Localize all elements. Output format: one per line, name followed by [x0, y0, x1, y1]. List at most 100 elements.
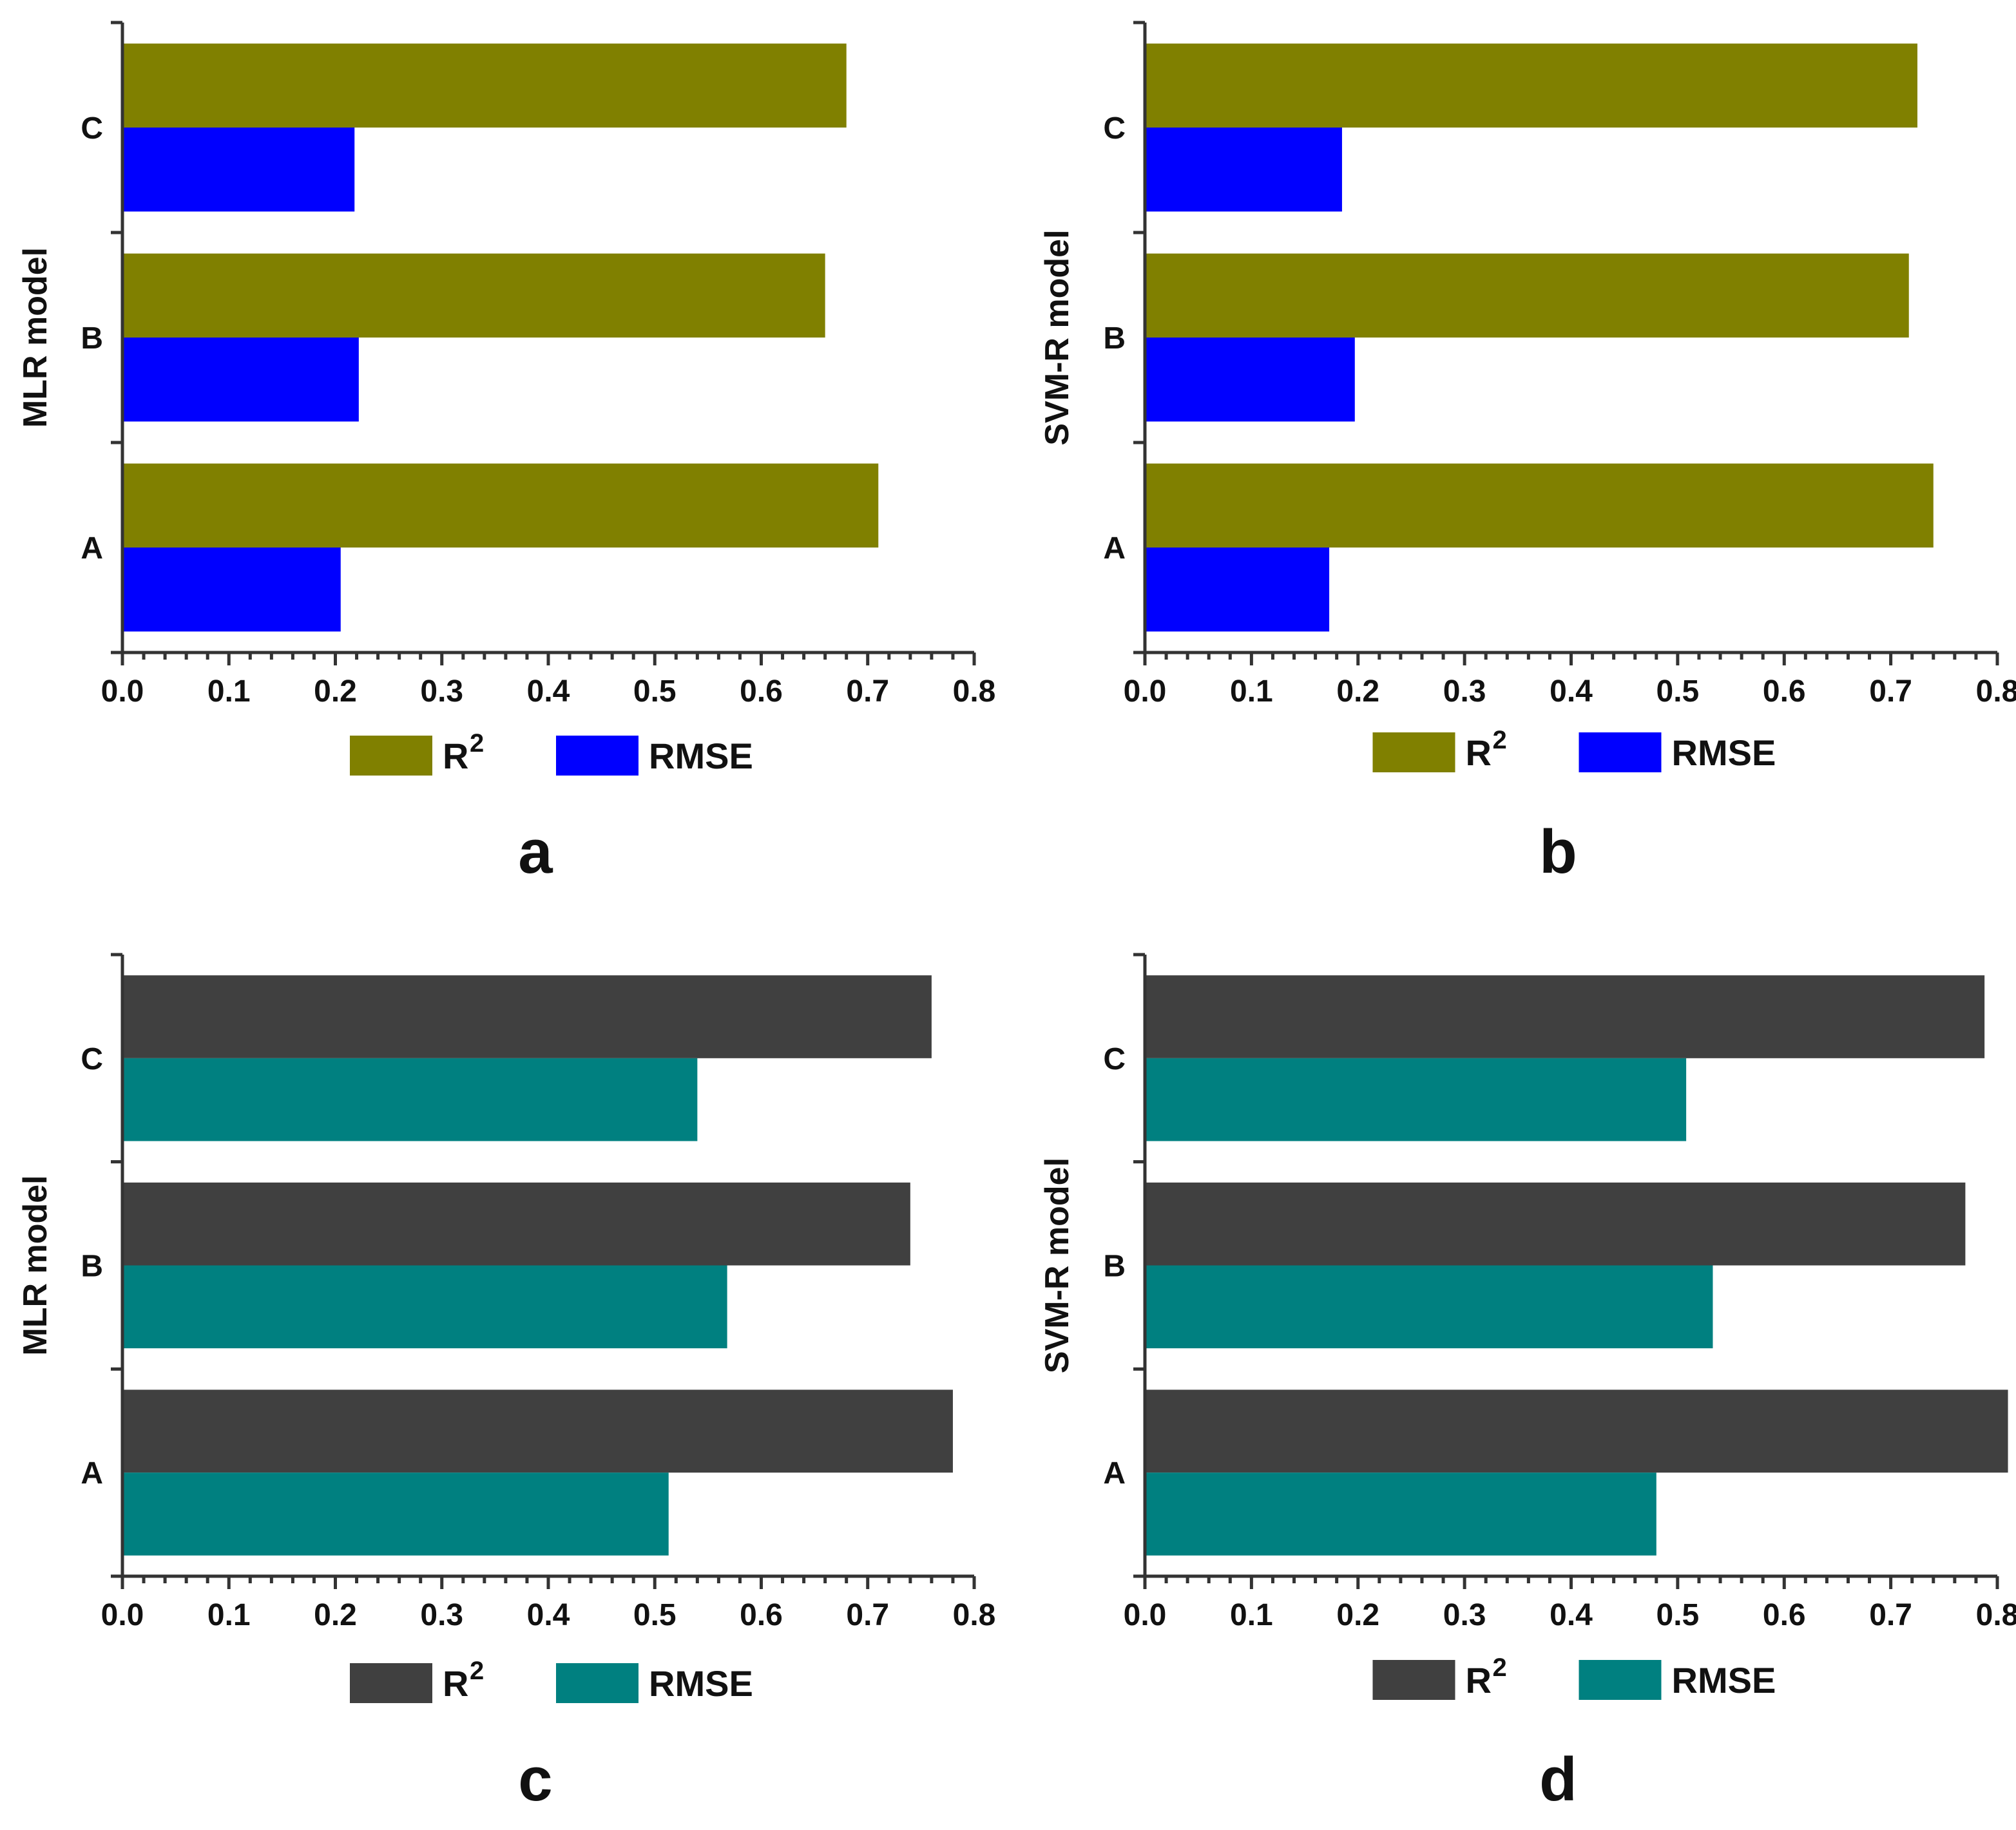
category-label-b: B — [1103, 1250, 1126, 1284]
chart-panel-a: A B C 0.0 0.1 0.2 0.3 0.4 0.5 0.6 0.7 0.8 MLR model R… — [17, 21, 996, 886]
legend-label-rmse: RMSE — [649, 736, 753, 776]
x-tick-label: 0.2 — [314, 674, 357, 709]
legend-swatch-r2 — [350, 736, 432, 776]
legend-label-rmse: RMSE — [1672, 1660, 1776, 1701]
chart-panel-c: A B C 0.0 0.1 0.2 0.3 0.4 0.5 0.6 0.7 0.8 MLR model R… — [17, 953, 996, 1814]
bar-r2-b — [1145, 253, 1909, 338]
bar-rmse-a — [122, 548, 341, 632]
chart-panel-d: A B C 0.0 0.1 0.2 0.3 0.4 0.5 0.6 0.7 0.8 SVM-R mode… — [1039, 953, 2016, 1814]
x-tick-label: 0.5 — [1656, 674, 1700, 709]
legend-swatch-rmse — [1579, 732, 1662, 772]
bar-r2-c — [1145, 975, 1985, 1058]
panel-letter: d — [1539, 1745, 1577, 1814]
x-tick-label: 0.2 — [1336, 674, 1379, 709]
x-tick-label: 0.7 — [846, 674, 889, 709]
x-tick-label: 0.1 — [207, 1598, 251, 1632]
x-tick-label: 0.1 — [1230, 1598, 1273, 1632]
legend-label-r2-superscript: 2 — [1493, 1654, 1507, 1682]
x-tick-label: 0.6 — [1763, 1598, 1806, 1632]
x-tick-label: 0.5 — [1656, 1598, 1700, 1632]
x-tick-label: 0.6 — [740, 1598, 783, 1632]
x-tick-label: 0.4 — [1550, 674, 1593, 709]
bar-r2-b — [1145, 1182, 1966, 1266]
legend-label-r2: R — [1466, 1660, 1492, 1701]
bar-rmse-b — [1145, 338, 1355, 422]
x-tick-label: 0.2 — [314, 1598, 357, 1632]
category-label-c: C — [81, 1042, 103, 1076]
x-tick-label: 0.7 — [1869, 674, 1912, 709]
x-tick-label: 0.7 — [846, 1598, 889, 1632]
x-tick-label: 0.8 — [1976, 1598, 2016, 1632]
bar-r2-a — [122, 1389, 953, 1473]
bar-rmse-a — [122, 1473, 669, 1556]
legend-swatch-r2 — [350, 1663, 432, 1703]
category-label-c: C — [1103, 111, 1126, 146]
category-label-a: A — [81, 1456, 103, 1491]
panel-letter: a — [518, 817, 553, 886]
bar-r2-a — [1145, 1389, 2008, 1473]
x-tick-label: 0.3 — [1443, 674, 1486, 709]
x-tick-label: 0.6 — [740, 674, 783, 709]
x-tick-label: 0.6 — [1763, 674, 1806, 709]
legend-label-r2: R — [443, 736, 468, 776]
y-axis-title: MLR model — [17, 247, 54, 428]
category-label-a: A — [1103, 1456, 1126, 1491]
bar-rmse-c — [122, 128, 355, 212]
x-tick-label: 0.3 — [420, 1598, 463, 1632]
bar-r2-a — [122, 463, 879, 548]
bar-r2-c — [122, 43, 847, 128]
legend-label-r2-superscript: 2 — [470, 729, 484, 758]
bar-rmse-b — [1145, 1265, 1713, 1349]
bar-rmse-b — [122, 338, 359, 422]
x-tick-label: 0.4 — [527, 674, 570, 709]
bar-rmse-b — [122, 1265, 727, 1349]
category-label-c: C — [1103, 1042, 1126, 1076]
x-tick-label: 0.2 — [1336, 1598, 1379, 1632]
legend: R 2 RMSE — [1372, 1654, 1776, 1701]
x-tick-label: 0.0 — [101, 1598, 144, 1632]
legend: R 2 RMSE — [350, 729, 753, 776]
category-label-b: B — [81, 321, 103, 356]
panel-letter: b — [1539, 817, 1577, 886]
x-tick-label: 0.3 — [420, 674, 463, 709]
x-tick-label: 0.8 — [953, 674, 996, 709]
legend: R 2 RMSE — [1372, 726, 1776, 773]
legend-swatch-rmse — [556, 736, 638, 776]
bar-r2-a — [1145, 463, 1934, 548]
bar-rmse-c — [1145, 1058, 1687, 1141]
category-label-c: C — [81, 111, 103, 146]
legend-swatch-rmse — [1579, 1660, 1662, 1700]
x-tick-label: 0.0 — [1124, 1598, 1167, 1632]
legend-label-r2-superscript: 2 — [470, 1657, 484, 1685]
y-axis-title: MLR model — [17, 1175, 54, 1355]
bar-rmse-a — [1145, 1473, 1656, 1556]
x-tick-label: 0.7 — [1869, 1598, 1912, 1632]
panel-letter: c — [518, 1745, 552, 1814]
x-tick-label: 0.0 — [101, 674, 144, 709]
legend-swatch-r2 — [1372, 1660, 1455, 1700]
bar-r2-b — [122, 1182, 910, 1266]
x-tick-label: 0.8 — [1976, 674, 2016, 709]
bar-r2-b — [122, 253, 825, 338]
legend-swatch-r2 — [1372, 732, 1455, 772]
category-label-a: A — [1103, 531, 1126, 566]
x-tick-label: 0.1 — [207, 674, 251, 709]
category-label-b: B — [81, 1250, 103, 1284]
x-tick-label: 0.4 — [1550, 1598, 1593, 1632]
legend-label-r2: R — [443, 1663, 468, 1704]
bar-r2-c — [122, 975, 932, 1058]
x-tick-label: 0.3 — [1443, 1598, 1486, 1632]
legend-label-r2: R — [1466, 732, 1492, 773]
chart-panel-b: A B C 0.0 0.1 0.2 0.3 0.4 0.5 0.6 0.7 0.8 SVM-R mode… — [1039, 21, 2016, 886]
y-axis-title: SVM-R model — [1039, 1158, 1076, 1373]
x-tick-label: 0.1 — [1230, 674, 1273, 709]
x-tick-label: 0.0 — [1124, 674, 1167, 709]
category-label-a: A — [81, 531, 103, 566]
legend-label-rmse: RMSE — [649, 1663, 753, 1704]
bar-rmse-c — [122, 1058, 698, 1141]
bar-rmse-a — [1145, 548, 1330, 632]
legend-label-r2-superscript: 2 — [1493, 726, 1507, 754]
legend-label-rmse: RMSE — [1672, 732, 1776, 773]
x-tick-label: 0.8 — [953, 1598, 996, 1632]
